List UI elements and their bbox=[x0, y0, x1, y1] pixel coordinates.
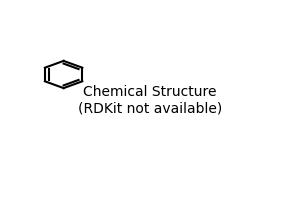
Text: Chemical Structure
(RDKit not available): Chemical Structure (RDKit not available) bbox=[78, 85, 222, 115]
